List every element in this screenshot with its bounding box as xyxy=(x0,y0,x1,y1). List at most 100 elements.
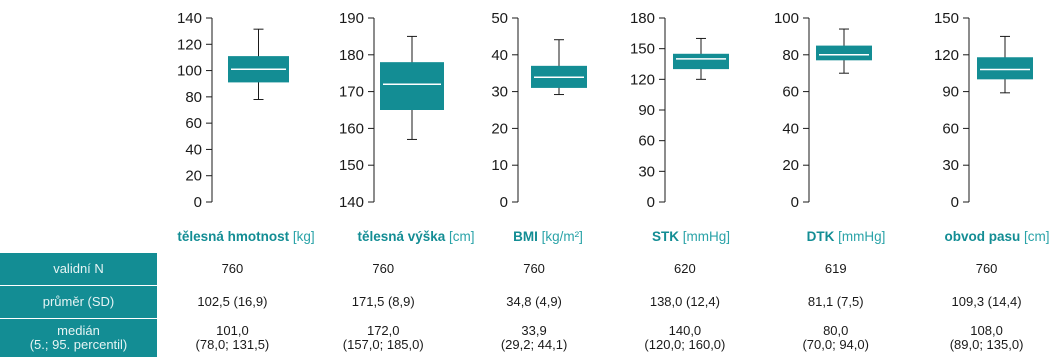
table-cell: 81,1 (7,5) xyxy=(807,294,864,309)
boxplot-5: 0 30 60 90 120 150 obvod pasu [cm] xyxy=(934,10,1050,244)
boxplot-0: 0 20 40 60 80 100 120 140 tělesná hmotnost [kg] xyxy=(177,10,315,244)
table-cell: 760 xyxy=(372,261,395,276)
y-tick-label: 0 xyxy=(951,194,959,211)
y-tick-label: 140 xyxy=(339,194,364,211)
iqr-box xyxy=(977,57,1033,80)
cell-line: (89,0; 135,0) xyxy=(949,337,1024,352)
category-name: tělesná výška xyxy=(357,229,445,244)
y-tick-label: 0 xyxy=(647,194,655,211)
y-tick-label: 60 xyxy=(638,133,655,150)
y-tick-label: 60 xyxy=(942,120,959,137)
y-tick-label: 150 xyxy=(339,157,364,174)
table-cell: 172,0 (157,0; 185,0) xyxy=(308,319,459,358)
category-unit: [kg/m²] xyxy=(538,229,583,244)
cell-line: (29,2; 44,1) xyxy=(500,337,568,352)
y-tick-label: 120 xyxy=(177,36,202,53)
cell-line: (78,0; 131,5) xyxy=(195,337,270,352)
y-tick-label: 140 xyxy=(177,10,202,27)
row-header-median: medián (5.; 95. percentil) xyxy=(0,318,157,358)
y-tick-label: 100 xyxy=(177,63,202,80)
y-tick-label: 120 xyxy=(630,71,655,88)
category-unit: [mmHg] xyxy=(834,229,885,244)
y-tick-label: 150 xyxy=(934,10,959,27)
y-tick-label: 20 xyxy=(491,120,508,137)
table-row-valid-n: validní N 760 760 760 620 619 760 xyxy=(0,253,1062,286)
table-cell: 33,9 (29,2; 44,1) xyxy=(459,319,610,358)
y-tick-label: 50 xyxy=(491,10,508,27)
row-header-mean-sd: průměr (SD) xyxy=(0,285,157,319)
category-label: tělesná hmotnost [kg] xyxy=(177,229,314,244)
statistics-table: validní N 760 760 760 620 619 760 průměr… xyxy=(0,253,1062,358)
y-tick-label: 90 xyxy=(638,102,655,119)
table-cell: 140,0 (120,0; 160,0) xyxy=(609,319,760,358)
category-label: DTK [mmHg] xyxy=(807,229,886,244)
category-label: STK [mmHg] xyxy=(652,229,730,244)
category-unit: [mmHg] xyxy=(679,229,730,244)
cell-line: 101,0 xyxy=(216,323,249,338)
y-tick-label: 30 xyxy=(942,157,959,174)
y-tick-label: 40 xyxy=(185,141,202,158)
y-tick-label: 180 xyxy=(630,10,655,27)
category-unit: [kg] xyxy=(289,229,315,244)
table-cell: 760 xyxy=(221,261,244,276)
table-cell: 620 xyxy=(674,261,696,276)
y-tick-label: 30 xyxy=(491,84,508,101)
category-label: obvod pasu [cm] xyxy=(944,229,1049,244)
category-name: BMI xyxy=(513,229,538,244)
y-tick-label: 80 xyxy=(185,89,202,106)
table-cell: 171,5 (8,9) xyxy=(351,294,415,309)
cell-line: (70,0; 94,0) xyxy=(802,337,869,352)
table-cell: 101,0 (78,0; 131,5) xyxy=(157,319,308,358)
iqr-box xyxy=(380,62,444,110)
y-tick-label: 60 xyxy=(185,115,202,132)
table-cell: 108,0 (89,0; 135,0) xyxy=(911,319,1062,358)
boxplot-2: 0 10 20 30 40 50 BMI [kg/m²] xyxy=(491,10,587,244)
row-header-line: medián xyxy=(57,323,100,338)
y-tick-label: 0 xyxy=(791,194,799,211)
table-cell: 760 xyxy=(975,261,998,276)
y-tick-label: 160 xyxy=(339,120,364,137)
category-label: tělesná výška [cm] xyxy=(357,229,474,244)
boxplot-4: 0 20 40 60 80 100 DTK [mmHg] xyxy=(774,10,885,244)
table-cell: 138,0 (12,4) xyxy=(649,294,720,309)
row-header-valid-n: validní N xyxy=(0,253,157,286)
cell-line: (157,0; 185,0) xyxy=(342,337,424,352)
table-cell: 619 xyxy=(824,261,847,276)
cell-line: 172,0 xyxy=(366,323,400,338)
y-tick-label: 180 xyxy=(339,47,364,64)
cell-line: 80,0 xyxy=(823,323,849,338)
cell-line: (120,0; 160,0) xyxy=(644,337,726,352)
category-label: BMI [kg/m²] xyxy=(513,229,583,244)
y-tick-label: 30 xyxy=(638,163,655,180)
y-tick-label: 170 xyxy=(339,84,364,101)
y-tick-label: 100 xyxy=(774,10,799,27)
category-unit: [cm] xyxy=(1020,229,1049,244)
iqr-box xyxy=(673,53,729,70)
table-cell: 34,8 (4,9) xyxy=(506,294,562,309)
y-tick-label: 20 xyxy=(782,157,799,174)
iqr-box xyxy=(816,45,872,61)
boxplot-1: 140 150 160 170 180 190 tělesná výška [cm] xyxy=(339,10,475,244)
y-tick-label: 40 xyxy=(491,47,508,64)
boxplot-3: 0 30 60 90 120 150 180 STK [mmHg] xyxy=(630,10,730,244)
y-tick-label: 90 xyxy=(942,84,959,101)
cell-line: 108,0 xyxy=(970,323,1003,338)
y-tick-label: 40 xyxy=(782,120,799,137)
row-header-line: (5.; 95. percentil) xyxy=(29,337,128,352)
y-tick-label: 120 xyxy=(934,47,959,64)
category-unit: [cm] xyxy=(445,229,474,244)
category-name: tělesná hmotnost xyxy=(177,229,289,244)
table-cell: 80,0 (70,0; 94,0) xyxy=(760,319,911,358)
y-tick-label: 190 xyxy=(339,10,364,27)
category-name: obvod pasu xyxy=(944,229,1020,244)
y-tick-label: 20 xyxy=(185,168,202,185)
category-name: STK xyxy=(652,229,679,244)
y-tick-label: 80 xyxy=(782,47,799,64)
table-cell: 760 xyxy=(523,261,545,276)
y-tick-label: 10 xyxy=(491,157,508,174)
cell-line: 33,9 xyxy=(521,323,547,338)
category-name: DTK xyxy=(807,229,835,244)
cell-line: 140,0 xyxy=(668,323,702,338)
y-tick-label: 150 xyxy=(630,41,655,58)
table-row-mean-sd: průměr (SD) 102,5 (16,9) 171,5 (8,9) 34,… xyxy=(0,285,1062,319)
